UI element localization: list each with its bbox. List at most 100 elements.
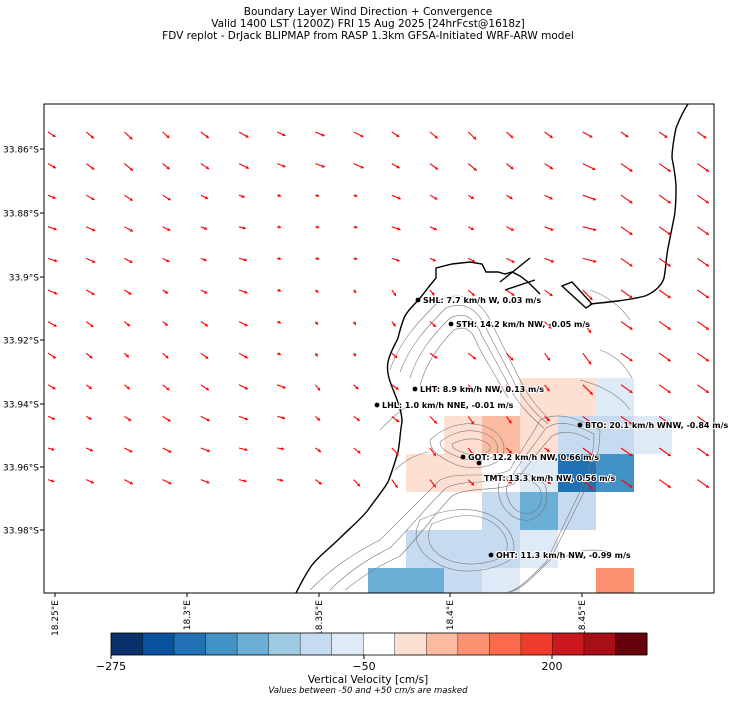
wind-arrow [582, 257, 597, 263]
wind-arrow [353, 163, 364, 169]
wind-arrow [506, 447, 513, 454]
masked-values-note: Values between -50 and +50 cm/s are mask… [268, 686, 468, 696]
wind-arrow [124, 479, 134, 485]
wind-arrow [391, 163, 400, 169]
wind-arrow [200, 289, 208, 294]
lat-tick-label: 33.92°S [3, 337, 39, 347]
station-dot [577, 422, 583, 428]
wind-arrow [467, 384, 476, 393]
colorbar-segment [174, 633, 207, 655]
wind-arrow [277, 446, 285, 451]
station-marker: BTO: 20.1 km/h WNW, -0.84 m/s [577, 420, 730, 431]
wind-arrow [391, 289, 397, 297]
station-label: LHL: 1.0 km/h NNE, -0.01 m/s [382, 401, 514, 410]
wind-arrow [658, 289, 671, 299]
wind-arrow [47, 131, 56, 138]
wind-arrow [544, 163, 554, 170]
wind-arrow [315, 447, 322, 453]
wind-arrows [47, 131, 710, 490]
wind-arrow [47, 321, 57, 328]
wind-arrow [162, 447, 172, 453]
station-dot [460, 454, 466, 460]
wind-arrow [238, 163, 250, 169]
wind-arrow [582, 447, 595, 457]
wind-arrow [85, 352, 93, 359]
station-dot [476, 460, 482, 466]
lon-tick-label: 18.3°E [183, 600, 193, 631]
wind-arrow [467, 447, 475, 456]
colorbar-segment [363, 633, 396, 655]
wind-arrow [47, 415, 56, 420]
wind-arrow [506, 257, 515, 263]
wind-arrow [238, 289, 248, 294]
wind-arrow [391, 384, 399, 391]
colorbar-segment [111, 633, 144, 655]
wind-arrow [658, 352, 671, 362]
wind-arrow [85, 447, 94, 452]
colorbar-segment [489, 633, 522, 655]
wind-arrow [238, 352, 248, 359]
wind-arrow [200, 479, 210, 484]
colorbar-segment [615, 633, 648, 655]
wind-arrow [162, 415, 171, 422]
wind-arrow [582, 289, 593, 301]
wind-arrow [200, 194, 209, 200]
wind-arrow [658, 257, 671, 267]
wind-arrow [506, 479, 512, 484]
wind-arrow [544, 131, 553, 139]
wind-arrow [238, 479, 247, 483]
wind-arrow [353, 415, 361, 422]
wind-arrow [162, 131, 170, 139]
wind-arrow [467, 226, 475, 231]
wind-arrow [467, 194, 475, 200]
station-dot [374, 402, 380, 408]
wind-arrow [544, 416, 550, 422]
title-line-2: Valid 1400 LST (1200Z) FRI 15 Aug 2025 [… [211, 18, 525, 30]
wind-arrow [697, 226, 710, 236]
wind-arrow [47, 163, 57, 169]
lon-tick-label: 18.25°E [51, 600, 61, 636]
wind-arrow [620, 131, 629, 138]
colorbar-segment [457, 633, 490, 655]
wind-arrow [429, 289, 435, 296]
lat-tick-label: 33.94°S [3, 401, 39, 411]
title-line-3: FDV replot - DrJack BLIPMAP from RASP 1.… [162, 30, 574, 42]
station-marker: OHT: 11.3 km/h NW, -0.99 m/s [488, 550, 632, 561]
colorbar-tick-label: −275 [96, 660, 126, 673]
wind-arrow [620, 226, 633, 236]
wind-arrow [277, 163, 286, 168]
wind-arrow [658, 194, 671, 204]
wind-arrow [582, 384, 594, 396]
wind-arrow [697, 384, 710, 394]
wind-arrow [276, 352, 282, 356]
station-markers: SHL: 7.7 km/h W, 0.03 m/s STH: 14.2 km/h … [374, 295, 730, 561]
wind-arrow [544, 226, 554, 231]
wind-arrow [429, 321, 437, 328]
wind-arrow [582, 321, 592, 334]
wind-arrow [506, 352, 514, 361]
wind-arrow [697, 131, 707, 139]
wind-arrow [658, 447, 671, 457]
wind-arrow [162, 226, 171, 232]
wind-arrow [391, 352, 398, 359]
wind-arrow [162, 352, 169, 359]
wind-arrow [124, 226, 134, 232]
wind-arrow [124, 447, 133, 453]
station-label: GOT: 12.2 km/h NW, 0.66 m/s [468, 453, 599, 462]
wind-arrow [162, 479, 172, 485]
wind-arrow [85, 194, 95, 201]
colorbar-segment [426, 633, 459, 655]
wind-arrow [276, 131, 286, 137]
wind-arrow [162, 384, 170, 391]
wind-arrow [467, 131, 477, 140]
wind-arrow [124, 321, 131, 327]
wind-arrow [238, 321, 248, 327]
wind-arrow [620, 479, 633, 489]
wind-arrow [582, 352, 592, 365]
wind-arrow [505, 384, 513, 393]
wind-arrow [697, 479, 710, 489]
wind-arrow [620, 321, 633, 331]
wind-arrow [315, 193, 320, 198]
wind-arrow [620, 447, 633, 457]
lon-tick-label: 18.4°E [446, 600, 456, 631]
